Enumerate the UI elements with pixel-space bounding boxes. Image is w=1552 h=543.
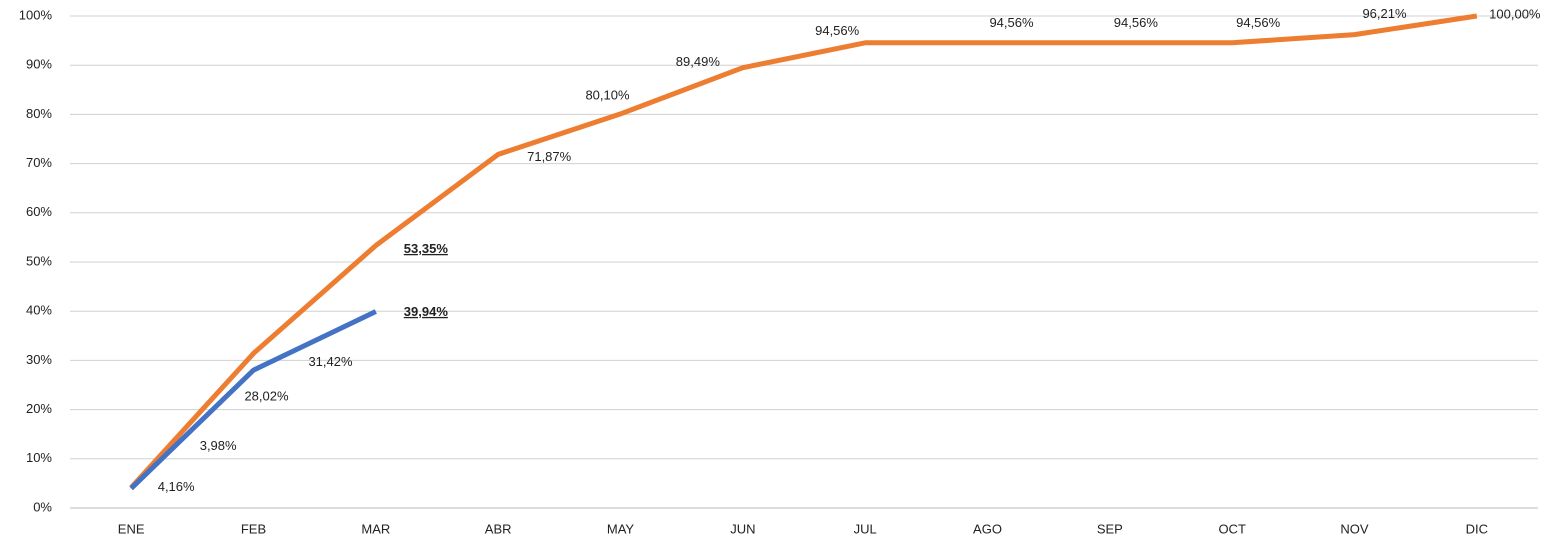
data-label: 94,56%	[1236, 15, 1281, 30]
y-tick-label: 70%	[26, 155, 52, 170]
data-label: 94,56%	[815, 23, 860, 38]
data-label: 53,35%	[404, 241, 449, 256]
data-label: 39,94%	[404, 304, 449, 319]
y-tick-label: 0%	[33, 499, 52, 514]
x-tick-label: SEP	[1097, 521, 1123, 536]
data-label: 28,02%	[244, 389, 289, 404]
data-label: 3,98%	[200, 438, 237, 453]
x-tick-label: FEB	[241, 521, 266, 536]
y-tick-label: 10%	[26, 450, 52, 465]
data-label: 80,10%	[585, 87, 630, 102]
data-label: 94,56%	[989, 15, 1034, 30]
y-tick-label: 90%	[26, 57, 52, 72]
x-tick-label: AGO	[973, 521, 1002, 536]
data-label: 94,56%	[1114, 15, 1159, 30]
y-tick-label: 100%	[19, 7, 53, 22]
y-tick-label: 80%	[26, 106, 52, 121]
y-tick-label: 20%	[26, 401, 52, 416]
data-label: 31,42%	[308, 354, 353, 369]
data-label: 100,00%	[1489, 6, 1541, 21]
x-tick-label: DIC	[1466, 521, 1488, 536]
data-label: 4,16%	[158, 479, 195, 494]
data-label: 89,49%	[676, 54, 721, 69]
y-tick-label: 40%	[26, 303, 52, 318]
data-label: 71,87%	[527, 149, 572, 164]
y-tick-label: 50%	[26, 253, 52, 268]
x-tick-label: ENE	[118, 521, 145, 536]
x-tick-label: ABR	[485, 521, 512, 536]
x-tick-label: NOV	[1340, 521, 1369, 536]
x-tick-label: JUL	[854, 521, 877, 536]
x-tick-label: MAR	[361, 521, 390, 536]
y-tick-label: 30%	[26, 352, 52, 367]
series-line	[129, 13, 1478, 490]
x-tick-label: JUN	[730, 521, 755, 536]
x-tick-label: MAY	[607, 521, 635, 536]
data-label: 96,21%	[1362, 6, 1407, 21]
x-tick-label: OCT	[1218, 521, 1246, 536]
series-line	[129, 309, 377, 491]
y-tick-label: 60%	[26, 204, 52, 219]
